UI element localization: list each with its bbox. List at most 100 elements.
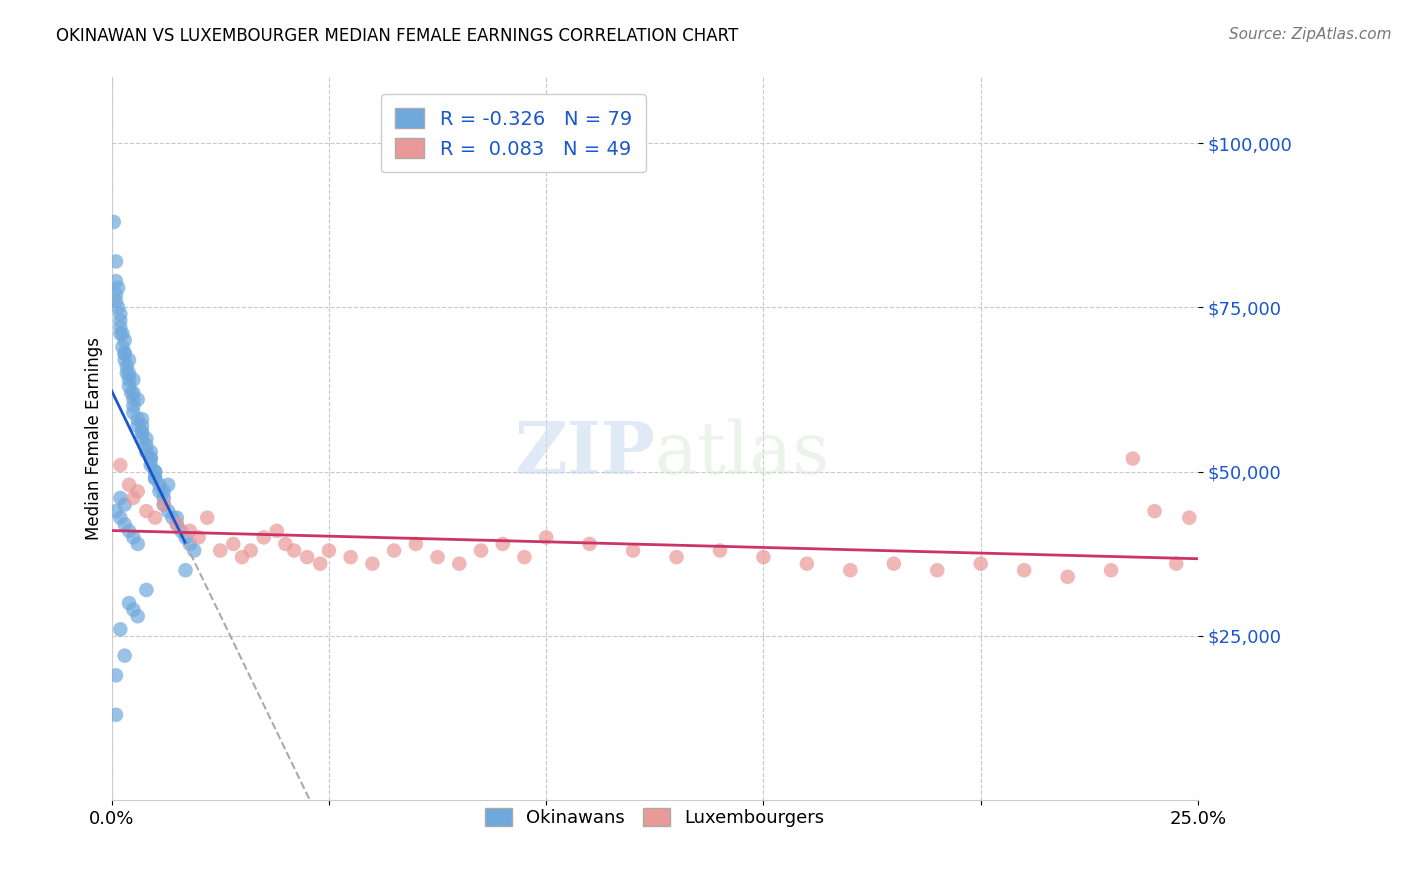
Point: [118, 366, 141, 380]
Point: [152, 484, 174, 499]
Point: [283, 543, 305, 558]
Point: [148, 484, 170, 499]
Point: [152, 491, 174, 505]
Point: [170, 524, 193, 538]
Point: [111, 326, 134, 341]
Point: [405, 537, 427, 551]
Point: [115, 359, 138, 374]
Point: [139, 458, 162, 472]
Point: [1056, 570, 1078, 584]
Point: [839, 563, 862, 577]
Point: [148, 478, 170, 492]
Point: [127, 412, 149, 426]
Point: [195, 510, 218, 524]
Point: [318, 543, 340, 558]
Point: [114, 648, 136, 663]
Point: [174, 563, 197, 577]
Point: [152, 498, 174, 512]
Text: OKINAWAN VS LUXEMBOURGER MEDIAN FEMALE EARNINGS CORRELATION CHART: OKINAWAN VS LUXEMBOURGER MEDIAN FEMALE E…: [56, 27, 738, 45]
Point: [122, 530, 145, 544]
Legend: Okinawans, Luxembourgers: Okinawans, Luxembourgers: [478, 801, 832, 835]
Point: [166, 517, 188, 532]
Point: [118, 353, 141, 368]
Point: [157, 504, 180, 518]
Point: [122, 385, 145, 400]
Point: [534, 530, 557, 544]
Point: [578, 537, 600, 551]
Point: [114, 346, 136, 360]
Point: [104, 504, 127, 518]
Point: [104, 254, 127, 268]
Point: [127, 609, 149, 624]
Point: [107, 281, 129, 295]
Point: [143, 465, 166, 479]
Point: [295, 550, 318, 565]
Point: [122, 373, 145, 387]
Point: [114, 353, 136, 368]
Point: [143, 510, 166, 524]
Point: [274, 537, 297, 551]
Point: [970, 557, 993, 571]
Point: [139, 445, 162, 459]
Point: [110, 326, 132, 341]
Point: [131, 432, 153, 446]
Point: [110, 320, 132, 334]
Point: [127, 392, 149, 407]
Point: [166, 517, 188, 532]
Point: [120, 385, 142, 400]
Point: [103, 215, 125, 229]
Point: [231, 550, 253, 565]
Point: [382, 543, 405, 558]
Point: [143, 471, 166, 485]
Point: [709, 543, 731, 558]
Point: [449, 557, 471, 571]
Point: [115, 366, 138, 380]
Point: [157, 478, 180, 492]
Point: [143, 465, 166, 479]
Point: [131, 418, 153, 433]
Point: [122, 392, 145, 407]
Point: [426, 550, 449, 565]
Point: [118, 478, 141, 492]
Point: [110, 313, 132, 327]
Point: [110, 491, 132, 505]
Point: [104, 707, 127, 722]
Point: [110, 623, 132, 637]
Point: [183, 543, 205, 558]
Point: [118, 524, 141, 538]
Point: [104, 287, 127, 301]
Point: [309, 557, 332, 571]
Point: [470, 543, 492, 558]
Point: [127, 418, 149, 433]
Point: [111, 340, 134, 354]
Point: [266, 524, 288, 538]
Point: [110, 510, 132, 524]
Point: [665, 550, 688, 565]
Point: [1166, 557, 1188, 571]
Point: [135, 582, 157, 597]
Text: ZIP: ZIP: [515, 417, 655, 489]
Point: [927, 563, 949, 577]
Point: [104, 274, 127, 288]
Point: [131, 425, 153, 440]
Point: [122, 399, 145, 413]
Point: [114, 333, 136, 347]
Point: [1099, 563, 1122, 577]
Point: [122, 405, 145, 419]
Point: [166, 510, 188, 524]
Point: [621, 543, 644, 558]
Point: [131, 425, 153, 440]
Point: [162, 510, 184, 524]
Point: [122, 602, 145, 616]
Point: [143, 471, 166, 485]
Point: [187, 530, 209, 544]
Point: [1122, 451, 1144, 466]
Point: [118, 596, 141, 610]
Point: [118, 373, 141, 387]
Point: [127, 537, 149, 551]
Point: [139, 451, 162, 466]
Point: [131, 412, 153, 426]
Point: [253, 530, 276, 544]
Point: [110, 307, 132, 321]
Point: [339, 550, 361, 565]
